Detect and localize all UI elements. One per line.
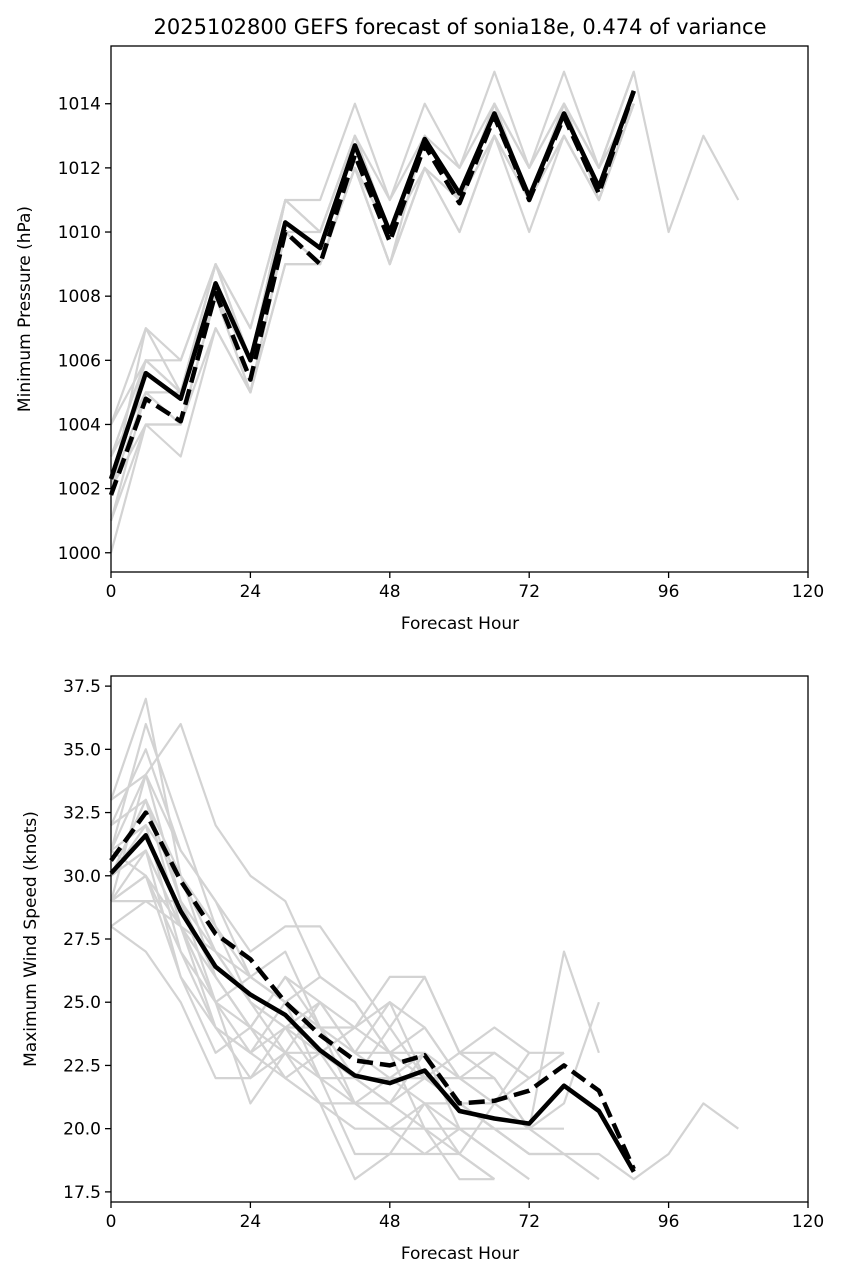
- wind-y-tick-label: 17.5: [63, 1183, 101, 1203]
- pressure-ensemble-member-12: [110, 103, 635, 490]
- pressure-ensemble-member-11: [110, 71, 635, 426]
- pressure-plot-frame: [110, 45, 809, 573]
- wind-y-tick-label: 25.0: [63, 993, 101, 1013]
- wind-dashed-line: [109, 810, 636, 1171]
- wind-ensemble-member-20: [110, 849, 496, 1181]
- pressure-x-tick-label: 24: [240, 582, 262, 602]
- wind-y-axis-label: Maximum Wind Speed (knots): [21, 811, 41, 1067]
- wind-chart: 0 24 48 72 96 120 17.5 20.0 22.5 25.0 27.5 30.0 32.5…: [63, 675, 824, 1232]
- pressure-y-axis-label: Minimum Pressure (hPa): [15, 206, 35, 412]
- wind-y-tick-label: 35.0: [63, 740, 101, 760]
- pressure-x-axis-label: Forecast Hour: [401, 614, 519, 634]
- wind-y-tick-label: 30.0: [63, 867, 101, 887]
- pressure-x-tick-label: 48: [379, 582, 401, 602]
- wind-x-tick-label: 96: [658, 1212, 680, 1232]
- wind-y-tick-label: 37.5: [63, 677, 101, 697]
- pressure-y-tick-label: 1008: [58, 287, 101, 307]
- wind-solid-line: [109, 833, 636, 1173]
- pressure-x-tick-label: 120: [792, 582, 824, 602]
- wind-x-tick-label: 48: [379, 1212, 401, 1232]
- pressure-y-tick-label: 1004: [58, 415, 101, 435]
- pressure-x-tick-label: 96: [658, 582, 680, 602]
- wind-x-tick-label: 24: [240, 1212, 262, 1232]
- wind-y-tick-label: 22.5: [63, 1056, 101, 1076]
- pressure-chart: 0 24 48 72 96 120 1000 1002 1004 1006 1008 1010 1012…: [58, 45, 824, 602]
- wind-x-tick-label: 120: [792, 1212, 824, 1232]
- wind-x-tick-label: 72: [518, 1212, 540, 1232]
- wind-plot-area: [111, 676, 808, 1202]
- pressure-y-tick-label: 1014: [58, 95, 101, 115]
- pressure-plot-area: [111, 46, 808, 572]
- wind-y-tick-label: 32.5: [63, 804, 101, 824]
- wind-x-axis-label: Forecast Hour: [401, 1244, 519, 1264]
- pressure-y-tick-label: 1010: [58, 223, 101, 243]
- pressure-y-tick-label: 1000: [58, 544, 101, 564]
- pressure-x-tick-label: 72: [518, 582, 540, 602]
- pressure-y-tick-label: 1012: [58, 159, 101, 179]
- wind-y-tick-label: 27.5: [63, 930, 101, 950]
- wind-ensemble-member-15: [110, 824, 564, 1105]
- wind-y-tick-label: 20.0: [63, 1120, 101, 1140]
- wind-x-tick-label: 0: [106, 1212, 117, 1232]
- pressure-solid-line: [108, 90, 636, 480]
- pressure-y-tick-label: 1006: [58, 351, 101, 371]
- pressure-x-tick-label: 0: [106, 582, 117, 602]
- chart-title: 2025102800 GEFS forecast of sonia18e, 0.…: [154, 15, 767, 39]
- pressure-y-tick-label: 1002: [58, 480, 101, 500]
